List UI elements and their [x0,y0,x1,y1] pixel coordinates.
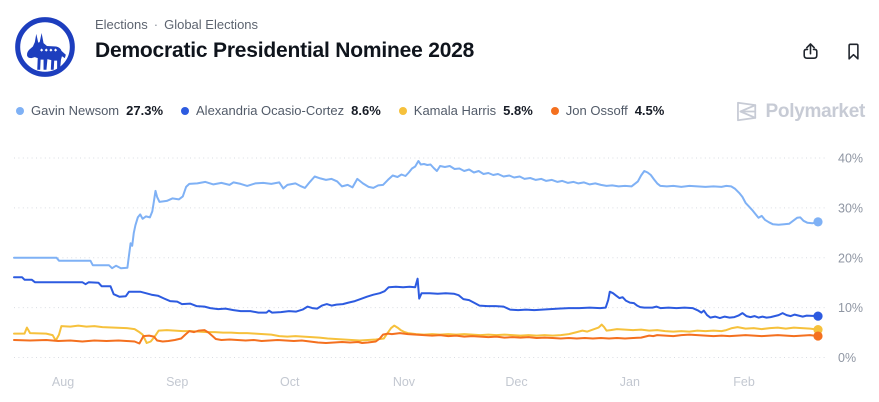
series-end-dot-alexandria-ocasio-cortez [813,311,823,321]
x-tick-aug: Aug [52,375,74,389]
legend-name: Alexandria Ocasio-Cortez [196,103,345,118]
polymarket-watermark: Polymarket [734,99,865,124]
series-line-alexandria-ocasio-cortez [13,276,819,320]
chart-area: 40% 30% 20% 10% 0% Aug Sep Oct Nov Dec Jan Feb [0,140,879,402]
gavin-newsom-dot-icon [16,106,24,115]
x-tick-nov: Nov [393,375,416,389]
polymarket-logo-icon [736,101,756,122]
market-header: Elections · Global Elections Democratic … [14,16,474,78]
x-tick-jan: Jan [620,375,640,389]
page-title: Democratic Presidential Nominee 2028 [95,39,475,62]
breadcrumb: Elections · Global Elections [95,17,474,32]
legend-name: Jon Ossoff [565,103,628,118]
x-tick-dec: Dec [505,375,527,389]
legend-value: 4.5% [634,103,665,118]
legend-item-gavin-newsom[interactable]: Gavin Newsom 27.3% [16,103,163,118]
series-line-jon-ossoff [13,329,819,345]
x-tick-sep: Sep [166,375,188,389]
header-text: Elections · Global Elections Democratic … [95,16,474,78]
breadcrumb-global-elections[interactable]: Global Elections [164,17,259,32]
header-actions [800,41,864,62]
alexandria-ocasio-cortez-dot-icon [181,106,190,115]
bookmark-icon[interactable] [843,41,864,62]
series-end-dot-jon-ossoff [813,331,823,341]
legend-value: 8.6% [351,103,381,118]
legend-name: Gavin Newsom [31,103,120,118]
legend-value: 5.8% [503,103,533,118]
x-tick-oct: Oct [280,375,300,389]
y-tick-30: 30% [838,201,863,215]
price-chart[interactable]: 40% 30% 20% 10% 0% Aug Sep Oct Nov Dec Jan Feb [0,140,879,402]
y-tick-40: 40% [838,152,863,166]
x-tick-feb: Feb [733,375,755,389]
polymarket-wordmark: Polymarket [765,100,866,122]
democratic-donkey-icon [15,17,75,77]
legend-item-alexandria-ocasio-cortez[interactable]: Alexandria Ocasio-Cortez 8.6% [181,103,381,118]
breadcrumb-elections[interactable]: Elections [95,17,148,32]
chart-legend: Gavin Newsom 27.3% Alexandria Ocasio-Corte… [16,103,664,118]
y-tick-0: 0% [838,351,856,365]
series-end-dot-kamala-harris [813,324,823,335]
jon-ossoff-dot-icon [550,106,559,115]
legend-item-kamala-harris[interactable]: Kamala Harris 5.8% [398,103,533,118]
y-tick-20: 20% [838,251,863,265]
share-icon[interactable] [800,41,821,62]
series-end-dot-gavin-newsom [813,217,823,227]
legend-value: 27.3% [126,103,164,118]
series-line-kamala-harris [13,323,819,344]
y-tick-10: 10% [838,301,863,315]
legend-item-jon-ossoff[interactable]: Jon Ossoff 4.5% [550,103,665,118]
breadcrumb-separator: · [153,17,159,32]
series-line-gavin-newsom [13,160,819,270]
kamala-harris-dot-icon [398,106,407,115]
legend-name: Kamala Harris [413,103,497,118]
